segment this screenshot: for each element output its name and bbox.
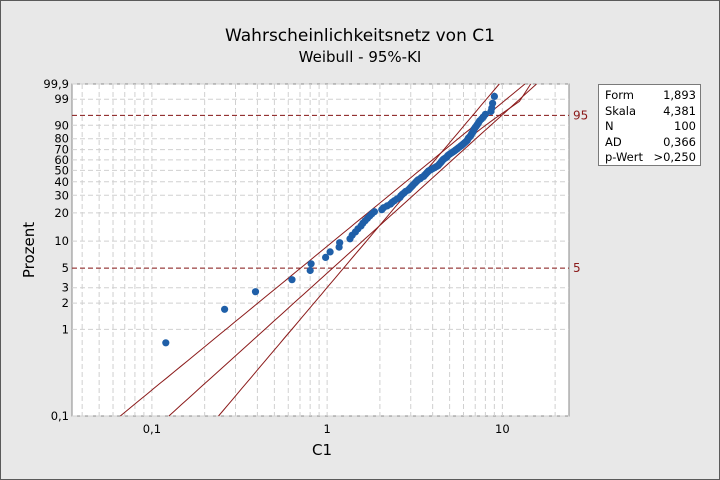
y-tick-label: 2 [62,296,69,310]
reference-label-5: 5 [573,261,581,275]
stat-row: N 100 [605,119,696,135]
stat-value: >0,250 [653,150,696,164]
y-axis-label: Prozent [20,222,38,278]
stat-value: 4,381 [663,103,696,118]
data-point [307,260,315,268]
data-point [490,92,498,100]
y-tick-label: 5 [62,261,69,275]
y-tick-label: 80 [54,132,69,146]
ci-upper-line [168,83,537,417]
data-point [322,253,330,261]
x-tick-label: 1 [323,422,330,436]
statistics-box: Form 1,893 Skala 4,381 N 100 AD 0,366 p-Wert >0,2… [598,84,701,166]
ci-lower-line [119,83,526,417]
stat-value: 100 [674,119,696,133]
stat-key: N [605,119,614,133]
stat-key: AD [605,134,622,149]
y-tick-label: 40 [54,175,69,189]
stat-row: AD 0,366 [605,135,696,151]
y-tick-label: 70 [54,143,69,157]
stat-value: 0,366 [663,134,696,149]
y-tick-label: 60 [54,153,69,167]
fit-line [218,83,500,417]
reference-label-95: 95 [573,108,588,122]
y-tick-label: 20 [54,206,69,220]
chart-title: Wahrscheinlichkeitsnetz von C1 [225,26,495,46]
y-tick-label: 50 [54,163,69,177]
y-tick-label: 10 [54,234,69,248]
data-point [221,305,229,313]
reference-lines: 95 5 [72,108,588,275]
stat-row: Form 1,893 [605,88,696,104]
data-point [288,276,296,284]
data-point [326,248,334,256]
grid-lines [72,83,569,417]
chart-subtitle: Weibull - 95%-KI [299,48,422,66]
stat-key: p-Wert [605,150,643,164]
data-point [306,266,314,275]
y-tick-label: 99,9 [43,77,69,91]
data-point [162,339,170,347]
y-tick-label: 99 [54,92,69,106]
data-point [370,208,378,216]
x-axis-label: C1 [312,441,332,459]
stat-key: Form [605,88,634,102]
plot-area [71,83,570,417]
y-tick-label: 30 [54,188,69,202]
y-tick-label: 90 [54,118,69,132]
data-point [481,110,489,118]
x-tick-label: 10 [495,422,510,436]
data-points [162,92,498,347]
y-tick-label: 1 [62,322,69,336]
fit-and-confidence-lines [119,83,537,417]
y-tick-label: 0,1 [51,409,69,423]
x-tick-labels: 0,1 1 10 [143,422,510,436]
stat-row: Skala 4,381 [605,104,696,120]
stat-value: 1,893 [663,88,696,102]
y-tick-label: 3 [62,281,69,295]
data-point [489,99,497,107]
stat-row: p-Wert >0,250 [605,150,696,166]
stat-key: Skala [605,103,637,118]
x-tick-label: 0,1 [143,422,161,436]
data-point [251,288,260,296]
data-point [336,239,344,247]
